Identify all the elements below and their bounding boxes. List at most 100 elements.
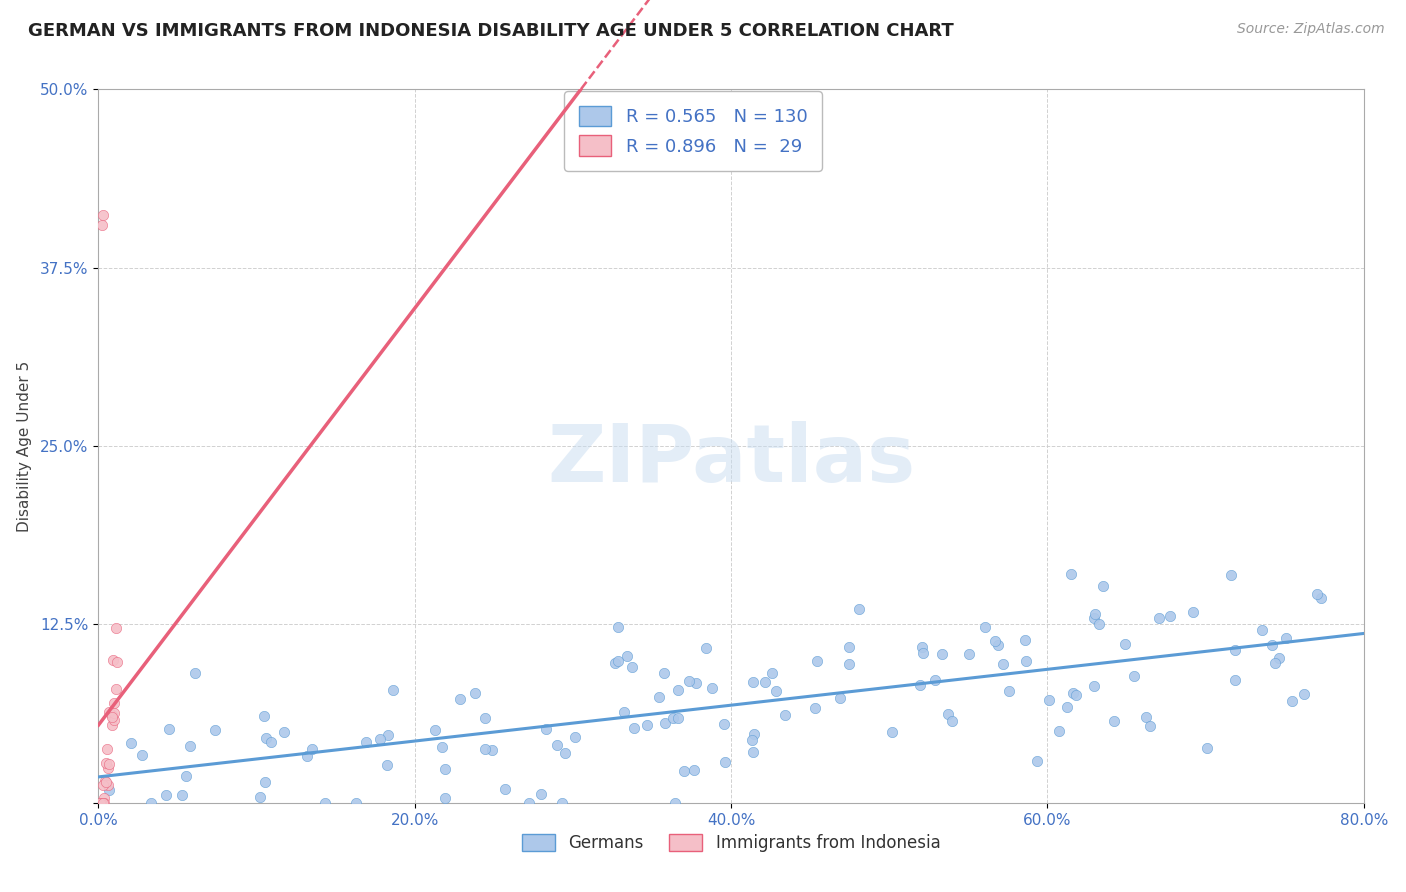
Text: Source: ZipAtlas.com: Source: ZipAtlas.com xyxy=(1237,22,1385,37)
Point xyxy=(382,683,405,698)
Point xyxy=(204,723,226,737)
Point xyxy=(838,657,860,672)
Point xyxy=(105,621,128,635)
Point xyxy=(90,796,112,810)
Y-axis label: Disability Age Under 5: Disability Age Under 5 xyxy=(17,360,32,532)
Point xyxy=(974,620,997,634)
Point xyxy=(1281,694,1303,708)
Point xyxy=(672,764,695,778)
Point xyxy=(623,721,645,735)
Point xyxy=(97,761,120,775)
Point xyxy=(1056,700,1078,714)
Point xyxy=(1083,611,1105,625)
Point xyxy=(96,741,118,756)
Point xyxy=(94,773,117,788)
Point xyxy=(1088,617,1111,632)
Point xyxy=(761,665,783,680)
Point xyxy=(432,740,454,755)
Point xyxy=(474,711,496,725)
Point xyxy=(654,715,676,730)
Point xyxy=(90,796,112,810)
Point xyxy=(105,655,128,669)
Point xyxy=(1139,719,1161,733)
Point xyxy=(273,724,295,739)
Point xyxy=(1084,607,1107,621)
Point xyxy=(931,647,953,661)
Point xyxy=(249,790,271,805)
Point xyxy=(1306,587,1329,601)
Point xyxy=(616,649,638,664)
Point xyxy=(97,705,120,719)
Point xyxy=(91,208,114,222)
Point xyxy=(90,796,112,810)
Point xyxy=(754,674,776,689)
Point xyxy=(936,706,959,721)
Point xyxy=(1122,669,1144,683)
Point xyxy=(464,686,486,700)
Point xyxy=(176,769,198,783)
Point xyxy=(551,796,574,810)
Point xyxy=(89,796,111,810)
Point xyxy=(1114,637,1136,651)
Point xyxy=(517,796,540,810)
Point xyxy=(1294,687,1316,701)
Point xyxy=(103,653,125,667)
Point xyxy=(120,736,142,750)
Point xyxy=(449,692,471,706)
Point xyxy=(93,796,115,810)
Text: GERMAN VS IMMIGRANTS FROM INDONESIA DISABILITY AGE UNDER 5 CORRELATION CHART: GERMAN VS IMMIGRANTS FROM INDONESIA DISA… xyxy=(28,22,953,40)
Point xyxy=(828,690,851,705)
Point xyxy=(1220,568,1243,582)
Point xyxy=(803,701,825,715)
Point xyxy=(621,659,644,673)
Point xyxy=(564,730,586,744)
Point xyxy=(1062,686,1084,700)
Point xyxy=(253,709,276,723)
Point xyxy=(911,646,934,660)
Point xyxy=(377,728,399,742)
Point xyxy=(742,745,765,759)
Point xyxy=(714,755,737,769)
Point xyxy=(1274,631,1296,645)
Point xyxy=(636,718,658,732)
Point xyxy=(702,681,724,695)
Point xyxy=(534,722,557,736)
Text: ZIPatlas: ZIPatlas xyxy=(547,421,915,500)
Point xyxy=(666,683,689,698)
Point xyxy=(838,640,860,654)
Point xyxy=(1223,673,1246,688)
Point xyxy=(97,783,120,797)
Point xyxy=(1181,605,1204,619)
Point xyxy=(254,731,277,745)
Point xyxy=(97,778,120,792)
Point xyxy=(104,681,127,696)
Point xyxy=(434,791,457,805)
Point xyxy=(546,738,568,752)
Point xyxy=(314,796,336,810)
Point xyxy=(184,666,207,681)
Point xyxy=(606,619,628,633)
Point xyxy=(765,684,787,698)
Point xyxy=(678,673,700,688)
Point xyxy=(662,711,685,725)
Point xyxy=(744,727,766,741)
Point xyxy=(997,684,1019,698)
Point xyxy=(179,739,201,753)
Point xyxy=(254,775,277,789)
Point xyxy=(1015,655,1038,669)
Point xyxy=(295,748,318,763)
Point xyxy=(554,746,576,760)
Point xyxy=(1147,611,1170,625)
Point xyxy=(433,763,456,777)
Point xyxy=(741,675,763,690)
Point xyxy=(648,690,671,705)
Point xyxy=(957,647,980,661)
Point xyxy=(1104,714,1126,728)
Point xyxy=(1225,642,1247,657)
Point xyxy=(100,710,122,724)
Point xyxy=(613,705,636,719)
Point xyxy=(131,747,153,762)
Point xyxy=(103,706,125,721)
Point xyxy=(806,655,828,669)
Point xyxy=(1047,724,1070,739)
